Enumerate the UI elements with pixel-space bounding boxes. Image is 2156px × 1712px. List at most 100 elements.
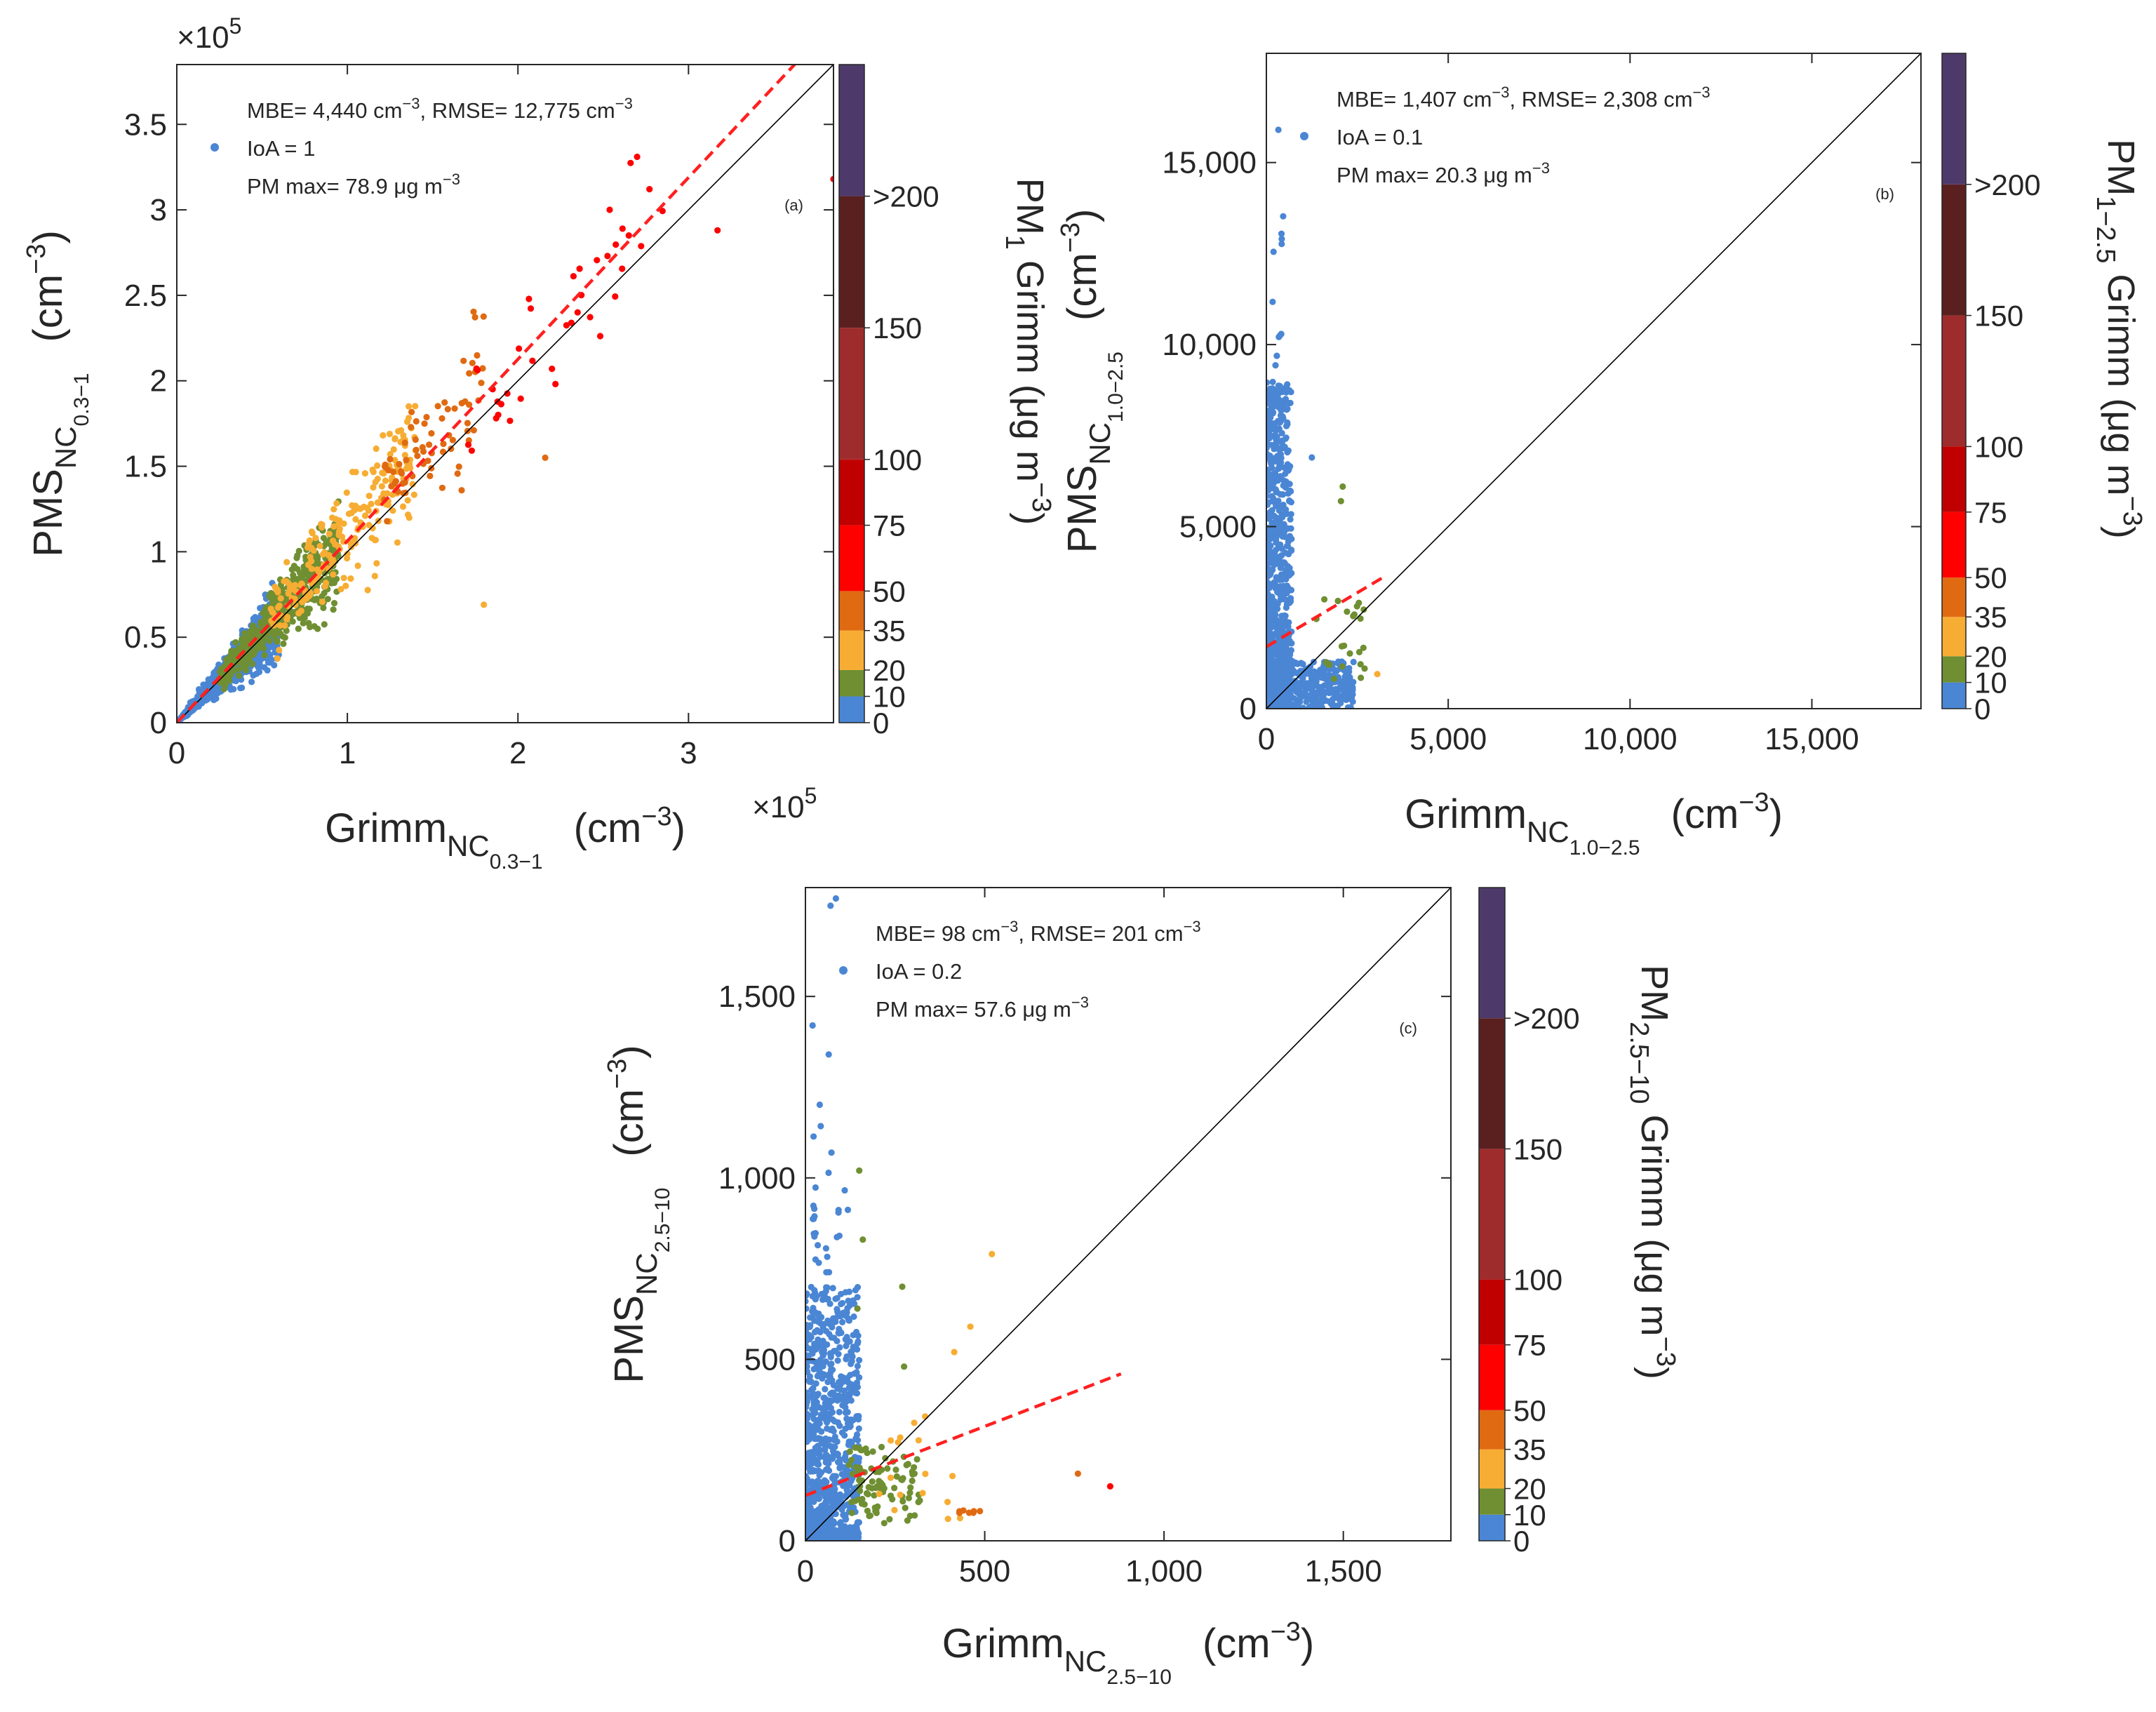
scatter-point — [817, 1436, 824, 1443]
scatter-point — [1278, 552, 1285, 559]
scatter-point — [855, 1374, 862, 1381]
scatter-point — [1267, 702, 1274, 709]
scatter-point — [1361, 665, 1368, 672]
scatter-point — [915, 1437, 922, 1444]
scatter-point — [300, 620, 307, 627]
scatter-point — [619, 225, 626, 232]
x-tick-label: 1,000 — [1125, 1554, 1203, 1589]
scatter-point — [239, 637, 246, 644]
scatter-point — [481, 601, 488, 608]
scatter-point — [364, 587, 371, 594]
colorbar-bin — [1942, 617, 1966, 657]
scatter-point — [909, 1471, 916, 1478]
scatter-point — [845, 1384, 852, 1391]
scatter-point — [805, 1305, 810, 1312]
colorbar-bin — [1479, 1514, 1505, 1541]
ioa-annotation: IoA = 0.1 — [1337, 125, 1423, 149]
ioa-annotation: IoA = 1 — [247, 136, 315, 161]
scatter-point — [820, 1407, 827, 1414]
scatter-point — [1268, 605, 1275, 613]
scatter-point — [366, 493, 373, 500]
plot-frame — [176, 64, 834, 723]
scatter-point — [294, 566, 301, 573]
scatter-point — [805, 1404, 810, 1411]
scatter-point — [805, 1290, 810, 1297]
scatter-point — [876, 1478, 883, 1485]
regression-fit-line — [805, 1372, 1122, 1497]
scatter-point — [857, 1487, 864, 1494]
y-tick-label: 5,000 — [1179, 510, 1257, 544]
scatter-point — [1308, 690, 1315, 697]
scatter-point — [493, 415, 500, 422]
scatter-point — [822, 1507, 829, 1514]
scatter-point — [816, 1416, 823, 1423]
colorbar-bin — [1479, 888, 1505, 1019]
scatter-point — [1266, 430, 1271, 437]
scatter-point — [816, 1471, 823, 1479]
scatter-point — [1286, 565, 1293, 572]
scatter-point — [805, 1342, 810, 1350]
colorbar-bin — [839, 630, 864, 670]
scatter-point — [854, 1346, 861, 1353]
scatter-point — [384, 518, 391, 525]
scatter-point — [822, 1288, 829, 1295]
scatter-point — [294, 575, 301, 582]
y-tick-label: 15,000 — [1162, 146, 1257, 180]
scatter-point — [373, 560, 380, 567]
colorbar-bin — [1942, 511, 1966, 578]
scatter-point — [891, 1485, 898, 1492]
scatter-point — [832, 895, 839, 902]
scatter-point — [837, 1386, 844, 1393]
scatter-point — [1306, 664, 1313, 671]
scatter-point — [829, 1285, 836, 1292]
scatter-point — [822, 1446, 829, 1453]
scatter-point — [319, 593, 326, 600]
scatter-point — [1266, 540, 1271, 547]
scatter-point — [1270, 433, 1277, 440]
scatter-point — [864, 1450, 871, 1457]
scatter-point — [835, 1207, 842, 1214]
scatter-point — [1317, 691, 1324, 698]
scatter-point — [384, 490, 391, 497]
scatter-point — [283, 559, 290, 566]
scatter-point — [844, 1409, 851, 1416]
scatter-point — [805, 1529, 810, 1536]
scatter-point — [294, 552, 301, 559]
scatter-point — [253, 670, 260, 677]
scatter-point — [1333, 668, 1340, 675]
scatter-point — [470, 308, 477, 315]
scatter-point — [525, 295, 533, 302]
scatter-point — [854, 1294, 861, 1301]
scatter-point — [843, 1309, 850, 1316]
scatter-point — [822, 1400, 829, 1407]
scatter-point — [352, 469, 359, 476]
scatter-point — [634, 153, 641, 161]
scatter-point — [1270, 600, 1278, 607]
scatter-point — [836, 1379, 843, 1386]
scatter-point — [1273, 502, 1280, 509]
scatter-point — [354, 562, 361, 570]
scatter-point — [413, 446, 420, 453]
scatter-point — [1280, 667, 1288, 674]
scatter-point — [842, 1466, 849, 1473]
scatter-point — [454, 470, 461, 477]
scatter-point — [441, 399, 448, 406]
y-tick-label: 0 — [779, 1524, 796, 1558]
scatter-point — [444, 406, 451, 413]
scatter-point — [811, 1287, 818, 1294]
scatter-point — [922, 1471, 929, 1478]
scatter-point — [1276, 648, 1283, 656]
scatter-point — [1286, 660, 1293, 667]
colorbar-tick-label: 75 — [1513, 1329, 1546, 1362]
scatter-point — [827, 1405, 834, 1412]
scatter-point — [276, 622, 283, 629]
scatter-point — [1275, 425, 1283, 433]
scatter-point — [855, 1496, 862, 1503]
scatter-point — [408, 408, 415, 415]
scatter-point — [843, 1342, 850, 1349]
scatter-point — [854, 1363, 861, 1370]
scatter-point — [813, 1511, 820, 1518]
scatter-point — [1268, 392, 1275, 399]
colorbar-bin — [1479, 1018, 1505, 1149]
